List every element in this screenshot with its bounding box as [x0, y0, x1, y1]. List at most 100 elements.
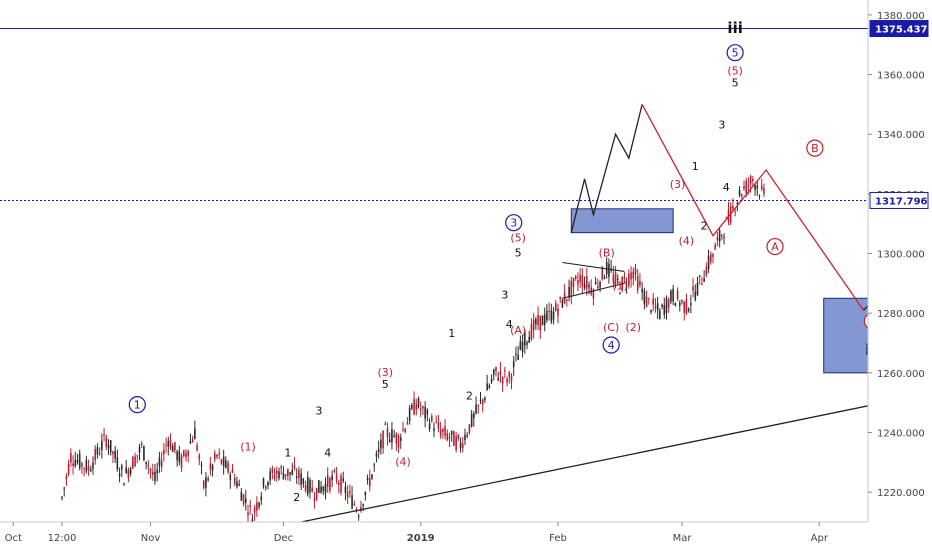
candle-body [725, 217, 728, 219]
candle-body [362, 504, 364, 506]
wave-label-circle [726, 44, 744, 62]
candle-body [676, 290, 679, 299]
x-tick-label: Oct [5, 533, 22, 544]
candle-body [180, 456, 183, 469]
candle-body [156, 469, 159, 474]
candle-body [200, 464, 203, 466]
candle-body [559, 296, 562, 299]
candle-body [145, 461, 147, 464]
candle-body [466, 435, 469, 437]
candle-body [577, 280, 579, 285]
candle-body [340, 475, 342, 493]
wave-label: 5 [515, 247, 522, 260]
x-tick-label: Apr [811, 533, 829, 544]
candle-body [207, 478, 209, 481]
candle-body [459, 442, 462, 449]
candle-body [632, 271, 635, 279]
y-tick-label: 1240.000 [877, 429, 925, 440]
wave-label: 3 [718, 118, 725, 131]
candle-body [608, 263, 610, 277]
candle-body [758, 195, 761, 197]
x-tick-label: Nov [141, 533, 161, 544]
wave-label-circle [806, 139, 824, 157]
candle-body [189, 441, 192, 444]
candle-body [364, 491, 367, 496]
candle-body [554, 303, 557, 311]
candle-body [734, 211, 736, 213]
candle-body [351, 495, 353, 509]
candle-body [721, 235, 723, 237]
candle-body [267, 481, 269, 486]
candle-body [402, 428, 404, 430]
candle-body [455, 436, 457, 450]
candle-body [335, 474, 338, 481]
candle-body [681, 300, 683, 302]
candle-body [590, 287, 593, 294]
candle-body [539, 315, 542, 331]
candle-body [647, 297, 650, 300]
candle-body [366, 478, 369, 481]
candle-body [72, 463, 74, 466]
candle-body [654, 306, 657, 308]
candle-body [112, 451, 114, 455]
candle-body [253, 507, 256, 513]
candle-body [532, 319, 535, 331]
x-tick-label: Feb [549, 533, 567, 544]
candle-body [324, 483, 327, 494]
wave-label-circle [505, 214, 523, 232]
candle-body [304, 485, 307, 491]
candle-body [94, 448, 97, 461]
candle-body [612, 274, 615, 283]
candle-body [583, 283, 586, 288]
candle-body [453, 431, 455, 446]
candle-body [468, 424, 471, 433]
candle-body [515, 353, 517, 355]
candle-body [289, 472, 291, 475]
wave-label: 3 [510, 217, 517, 230]
candle-body [523, 331, 526, 346]
wave-label: (2) [625, 321, 641, 334]
candle-body [249, 504, 252, 507]
candle-body [198, 455, 201, 460]
price-badge-0 [869, 20, 929, 38]
candle-body [333, 470, 336, 472]
wave-label: 2 [293, 491, 300, 504]
candle-body [430, 416, 433, 422]
candle-body [457, 434, 460, 439]
wave-label: 4 [723, 181, 730, 194]
y-tick-label: 1340.000 [877, 130, 925, 141]
candle-body [508, 372, 511, 377]
candle-body [262, 478, 265, 486]
candle-body [526, 342, 528, 345]
candle-body [639, 280, 641, 286]
candle-body [196, 445, 198, 450]
candle-body [233, 477, 236, 484]
candle-body [373, 464, 376, 466]
candle-body [342, 478, 345, 482]
candle-body [599, 281, 601, 288]
candle-body [464, 434, 466, 441]
wave-label: (C) [603, 321, 619, 334]
candle-body [134, 456, 136, 467]
candle-body [548, 310, 550, 312]
candle-body [419, 408, 422, 411]
candle-body [557, 308, 559, 316]
candle-body [477, 404, 480, 406]
candle-body [579, 275, 581, 283]
candle-body [490, 379, 493, 383]
candle-body [129, 468, 132, 474]
candle-body [386, 428, 389, 438]
candle-body [652, 298, 655, 305]
projection-wave-iii [570, 104, 643, 233]
x-tick-label: Dec [274, 533, 293, 544]
candle-body [337, 482, 340, 486]
candle-body [659, 310, 661, 319]
candle-body [331, 475, 333, 481]
candle-body [537, 314, 539, 325]
candle-body [667, 299, 670, 308]
candle-body [151, 471, 154, 475]
candle-body [399, 437, 402, 441]
candle-body [382, 430, 384, 449]
